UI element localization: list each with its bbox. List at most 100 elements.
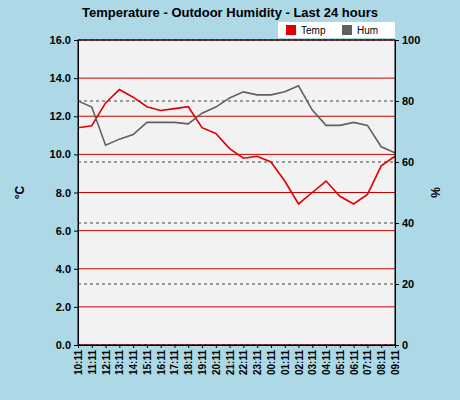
tick: 12.0 bbox=[50, 110, 78, 122]
grid-line-y bbox=[78, 78, 395, 79]
tick: 80 bbox=[395, 95, 414, 107]
tick-mark bbox=[230, 345, 231, 348]
series-group bbox=[78, 86, 395, 204]
tick: 18:11 bbox=[183, 345, 194, 375]
chart: 0.02.04.06.08.010.012.014.016.0020406080… bbox=[0, 0, 460, 400]
tick: 16.0 bbox=[50, 34, 78, 46]
tick-mark bbox=[74, 40, 78, 41]
grid-line-y bbox=[78, 268, 395, 269]
tick: 20:11 bbox=[211, 345, 222, 375]
tick-label: 14:11 bbox=[128, 350, 139, 375]
series-line bbox=[78, 86, 395, 153]
tick-label: 02:11 bbox=[294, 350, 305, 375]
tick-label: 60 bbox=[402, 156, 414, 168]
grid bbox=[78, 40, 395, 345]
tick: 60 bbox=[395, 156, 414, 168]
tick-label: 8.0 bbox=[56, 187, 71, 199]
tick-label: 11:11 bbox=[87, 350, 98, 375]
tick-mark bbox=[74, 307, 78, 308]
tick-label: 18:11 bbox=[183, 350, 194, 375]
tick-mark bbox=[395, 162, 399, 163]
tick: 06:11 bbox=[349, 345, 360, 375]
tick-label: 100 bbox=[402, 34, 420, 46]
tick-label: 08:11 bbox=[376, 350, 387, 375]
tick-mark bbox=[92, 345, 93, 348]
tick-label: 40 bbox=[402, 217, 414, 229]
tick-label: 80 bbox=[402, 95, 414, 107]
tick-mark bbox=[106, 345, 107, 348]
grid-line-y2 bbox=[78, 284, 395, 285]
series-line bbox=[78, 90, 395, 204]
tick-mark bbox=[257, 345, 258, 348]
tick: 09:11 bbox=[390, 345, 401, 375]
tick: 01:11 bbox=[280, 345, 291, 375]
tick-label: 05:11 bbox=[335, 350, 346, 375]
tick-label: 16.0 bbox=[50, 34, 71, 46]
tick-mark bbox=[381, 345, 382, 348]
tick-label: 00:11 bbox=[266, 350, 277, 375]
tick-label: 13:11 bbox=[114, 350, 125, 375]
tick-mark bbox=[395, 223, 399, 224]
tick-mark bbox=[74, 269, 78, 270]
tick-mark bbox=[395, 101, 399, 102]
tick-label: 01:11 bbox=[280, 350, 291, 375]
tick-label: 23:11 bbox=[252, 350, 263, 375]
tick-mark bbox=[285, 345, 286, 348]
tick-mark bbox=[243, 345, 244, 348]
legend-box bbox=[278, 22, 395, 38]
tick-label: 14.0 bbox=[50, 72, 71, 84]
tick-mark bbox=[133, 345, 134, 348]
legend-label: Temp bbox=[301, 25, 326, 36]
tick-mark bbox=[147, 345, 148, 348]
tick-mark bbox=[78, 345, 79, 348]
tick-label: 22:11 bbox=[238, 350, 249, 375]
tick: 08:11 bbox=[376, 345, 387, 375]
axis-line bbox=[396, 41, 400, 346]
grid-line-y2 bbox=[78, 223, 395, 224]
tick: 10.0 bbox=[50, 148, 78, 160]
tick-mark bbox=[188, 345, 189, 348]
tick-label: 09:11 bbox=[390, 350, 401, 375]
plot-frame bbox=[78, 40, 395, 345]
tick: 05:11 bbox=[335, 345, 346, 375]
tick-mark bbox=[367, 345, 368, 348]
tick-label: 07:11 bbox=[362, 350, 373, 375]
tick-label: 12:11 bbox=[101, 350, 112, 375]
tick: 15:11 bbox=[142, 345, 153, 375]
tick: 2.0 bbox=[56, 301, 78, 313]
tick-mark bbox=[395, 345, 396, 348]
tick: 14.0 bbox=[50, 72, 78, 84]
legend-swatch bbox=[286, 25, 296, 35]
tick-label: 21:11 bbox=[225, 350, 236, 375]
tick: 10:11 bbox=[73, 345, 84, 375]
axis-line bbox=[79, 346, 396, 349]
tick-mark bbox=[74, 116, 78, 117]
tick-label: 0 bbox=[402, 339, 408, 351]
tick: 19:11 bbox=[197, 345, 208, 375]
tick: 22:11 bbox=[238, 345, 249, 375]
tick: 23:11 bbox=[252, 345, 263, 375]
grid-line-y bbox=[78, 306, 395, 307]
tick: 6.0 bbox=[56, 225, 78, 237]
legend-swatch bbox=[342, 25, 352, 35]
grid-line-y2 bbox=[78, 162, 395, 163]
tick-label: 17:11 bbox=[169, 350, 180, 375]
tick-mark bbox=[74, 193, 78, 194]
tick-label: 20:11 bbox=[211, 350, 222, 375]
tick: 03:11 bbox=[307, 345, 318, 375]
legend-label: Hum bbox=[357, 25, 378, 36]
tick: 8.0 bbox=[56, 187, 78, 199]
tick-mark bbox=[340, 345, 341, 348]
tick-label: 6.0 bbox=[56, 225, 71, 237]
tick-mark bbox=[326, 345, 327, 348]
y-axis: 0.0 2.0 4.0 6.0 8.0 10.0 12.0 14.0 16.0 bbox=[50, 34, 79, 351]
tick-mark bbox=[271, 345, 272, 348]
tick-mark bbox=[74, 345, 78, 346]
tick-label: 15:11 bbox=[142, 350, 153, 375]
tick-mark bbox=[395, 40, 399, 41]
tick-label: 12.0 bbox=[50, 110, 71, 122]
tick-label: 10:11 bbox=[73, 350, 84, 375]
tick: 4.0 bbox=[56, 263, 78, 275]
tick: 16:11 bbox=[156, 345, 167, 375]
tick-label: 0.0 bbox=[56, 339, 71, 351]
